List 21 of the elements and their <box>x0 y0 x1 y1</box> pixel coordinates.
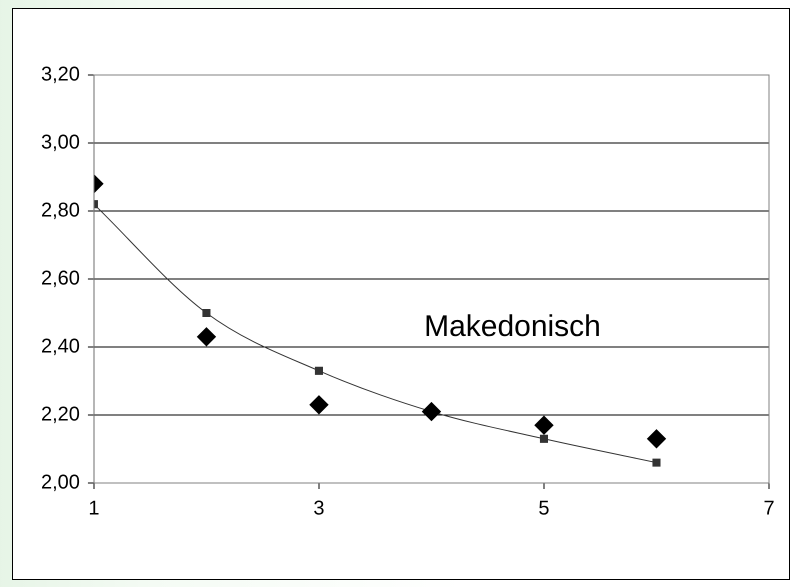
y-tick-label: 3,20 <box>40 64 80 86</box>
point <box>652 458 661 467</box>
point <box>534 416 554 435</box>
point <box>646 429 666 448</box>
point <box>202 308 210 318</box>
point <box>422 402 441 422</box>
point <box>309 395 328 414</box>
point <box>196 327 216 346</box>
y-tick-label: 2,20 <box>40 404 80 426</box>
y-tick-label: 2,60 <box>40 268 80 290</box>
annotation: Makedonisch <box>424 310 601 344</box>
x-tick-label: 1 <box>88 498 100 520</box>
y-tick-label: 3,00 <box>40 132 80 154</box>
point <box>314 366 323 375</box>
y-tick-label: 2,00 <box>40 472 80 494</box>
x-tick-label: 7 <box>763 498 775 520</box>
x-tick-label: 3 <box>313 498 325 520</box>
point <box>540 434 548 443</box>
x-tick-label: 5 <box>538 498 550 520</box>
y-tick-label: 2,40 <box>40 336 80 358</box>
y-tick-label: 2,80 <box>40 200 80 222</box>
